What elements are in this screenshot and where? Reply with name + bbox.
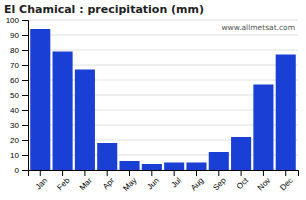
tick-mark [285,170,286,176]
axis-line [29,171,299,177]
bar [164,163,184,171]
tick-mark [22,170,28,171]
tick: Feb [55,170,72,192]
tick: May [121,170,138,193]
tick-label: Jun [145,176,160,191]
tick-mark [22,125,28,126]
tick-mark [22,110,28,111]
tick-mark [151,170,152,176]
grid-line [28,35,298,36]
bar [75,70,95,171]
tick: Dec [278,170,294,192]
bar [276,55,296,171]
tick-mark [22,20,28,21]
tick-label: 80 [10,46,19,55]
grid-line [28,50,298,51]
bar [53,52,73,171]
bar [253,85,273,171]
title: El Chamical : precipitation (mm) [4,3,204,16]
grid [28,20,298,170]
tick-label: Mar [78,176,94,192]
tick-label: Feb [55,176,72,193]
tick-mark [22,50,28,51]
tick-label: 90 [10,31,19,40]
x-axis: Jan Feb Mar Apr May Jun Jul Aug Sep Oct Nov Dec [29,170,299,193]
tick-mark [22,80,28,81]
tick: 40 [10,106,28,115]
bar [119,161,139,170]
tick: 100 [6,16,28,25]
tick: Aug [189,170,205,192]
axis-line [22,21,29,171]
grid-line [28,20,298,21]
tick: 70 [10,61,28,70]
tick: 50 [10,91,28,100]
tick-label: 50 [10,91,19,100]
tick: 60 [10,76,28,85]
tick: Jul [169,170,183,190]
tick-mark [218,170,219,176]
tick-label: Aug [189,176,205,192]
bar [231,137,251,170]
tick-mark [40,170,41,176]
tick-label: 70 [10,61,19,70]
tick: Jan [34,170,49,191]
tick: Jun [145,170,160,191]
tick-mark [22,155,28,156]
tick-label: May [121,176,138,193]
tick-mark [22,140,28,141]
tick-label: 0 [15,166,20,175]
tick-label: Nov [256,176,272,192]
tick-mark [174,170,175,176]
tick: 90 [10,31,28,40]
tick-label: 20 [10,136,19,145]
tick-label: Jul [169,176,183,190]
tick: 30 [10,121,28,130]
tick: Apr [101,170,116,191]
bar [97,143,117,170]
tick: 0 [15,166,28,175]
tick-label: 10 [10,151,19,160]
tick-label: 30 [10,121,19,130]
tick-mark [263,170,264,176]
tick-mark [22,35,28,36]
bar [209,152,229,170]
tick: Oct [235,170,251,191]
plot: 0 10 20 30 40 50 60 70 80 90 100 Jan Feb Mar Apr May Jun… [6,16,299,193]
tick-label: Apr [101,176,116,191]
tick-label: Jan [34,176,49,191]
tick-label: Sep [211,176,228,193]
tick-mark [22,65,28,66]
tick-mark [107,170,108,176]
tick: Mar [78,170,94,192]
annotation: www.allmetsat.com [221,23,295,32]
tick-label: 100 [6,16,20,25]
y-axis: 0 10 20 30 40 50 60 70 80 90 100 [6,16,29,175]
tick-mark [84,170,85,176]
bars [30,29,296,170]
tick-mark [22,95,28,96]
tick-label: 40 [10,106,19,115]
tick: Nov [256,170,272,192]
tick-mark [62,170,63,176]
tick: 10 [10,151,28,160]
tick: Sep [211,170,228,192]
tick-label: Dec [278,176,294,192]
tick-mark [241,170,242,176]
chart: 0 10 20 30 40 50 60 70 80 90 100 Jan Feb Mar Apr May Jun… [0,0,306,200]
bar [30,29,50,170]
tick-label: 60 [10,76,19,85]
bar [142,164,162,170]
bar [186,163,206,171]
tick: 80 [10,46,28,55]
tick-mark [129,170,130,176]
tick-mark [196,170,197,176]
tick: 20 [10,136,28,145]
tick-label: Oct [235,175,251,191]
